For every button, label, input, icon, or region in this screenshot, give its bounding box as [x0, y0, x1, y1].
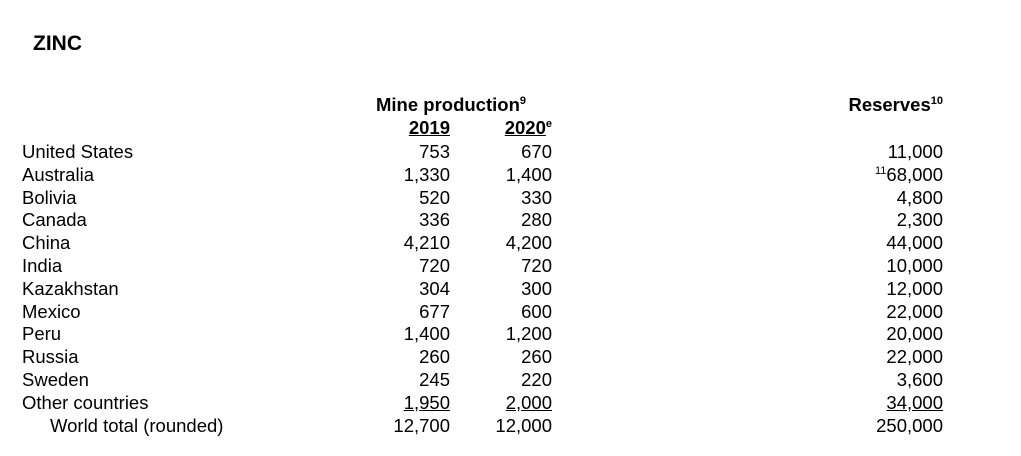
cell: 10,000	[886, 255, 943, 277]
cell: 677	[419, 300, 450, 322]
cell: 720	[419, 255, 450, 276]
country: United States	[22, 141, 134, 162]
cell: 2,000	[505, 391, 552, 413]
value: 34,000	[886, 391, 943, 413]
cell: 245	[419, 369, 450, 390]
country: India	[22, 255, 63, 276]
cell: 280	[521, 209, 552, 231]
cell: 34,000	[886, 392, 943, 414]
cell: 4,210	[403, 232, 450, 254]
value: 2,300	[896, 209, 943, 231]
cell: 220	[521, 369, 552, 390]
value: 68,000	[886, 163, 943, 185]
header-text: Reserves	[848, 94, 931, 115]
country: Peru	[22, 323, 62, 345]
value: 250,000	[876, 414, 943, 436]
title: ZINC	[33, 32, 82, 55]
note: 10	[930, 95, 943, 107]
group-header: Mine production9	[376, 94, 526, 116]
cell: 670	[521, 141, 552, 162]
cell: 260	[521, 346, 552, 368]
value: 22,000	[886, 300, 943, 322]
cell: 1,400	[403, 323, 450, 345]
value: 3,600	[896, 369, 943, 390]
cell: 44,000	[886, 232, 943, 254]
country: Australia	[22, 163, 94, 185]
value: 44,000	[886, 232, 943, 254]
cell: 4,800	[897, 187, 943, 209]
cell: 1,950	[403, 391, 450, 413]
cell: 20,000	[886, 323, 943, 345]
country: Bolivia	[22, 186, 77, 208]
country: Kazakhstan	[22, 277, 119, 299]
value: 22,000	[886, 346, 943, 368]
country: Canada	[22, 209, 87, 231]
note: e	[545, 118, 552, 130]
cell: 720	[521, 255, 552, 276]
cell: 4,200	[505, 232, 552, 254]
col-header: 2019	[408, 117, 450, 138]
note: 9	[519, 95, 526, 107]
cell: 2,300	[897, 209, 943, 231]
cell: 600	[521, 300, 552, 322]
cell: 22,000	[886, 301, 943, 323]
cell: 260	[419, 346, 450, 368]
value: 10,000	[886, 255, 943, 276]
country: Mexico	[22, 300, 81, 322]
cell: 12,700	[393, 414, 450, 436]
header-text: 2020	[504, 117, 546, 138]
header-text: Mine production	[376, 94, 520, 115]
reserves-header: Reserves10	[848, 94, 943, 116]
country: Russia	[22, 346, 79, 368]
value: 12,000	[886, 277, 943, 299]
note: 11	[874, 164, 887, 177]
country: World total (rounded)	[50, 414, 224, 436]
cell: 1,400	[505, 163, 552, 185]
country: Sweden	[22, 369, 89, 390]
cell: 1168,000	[875, 164, 943, 186]
cell: 12,000	[495, 414, 552, 436]
cell: 3,600	[897, 369, 943, 391]
cell: 330	[521, 186, 552, 208]
col-header: 2020e	[505, 117, 552, 139]
value: 11,000	[887, 141, 943, 162]
country: China	[22, 232, 71, 254]
cell: 1,330	[403, 163, 450, 185]
cell: 753	[419, 141, 450, 162]
cell: 300	[521, 277, 552, 299]
cell: 22,000	[886, 346, 943, 368]
cell: 11,000	[888, 141, 943, 163]
cell: 12,000	[886, 278, 943, 300]
country: Other countries	[22, 391, 149, 413]
cell: 1,200	[505, 323, 552, 345]
cell: 520	[419, 186, 450, 208]
value: 4,800	[896, 186, 943, 208]
cell: 250,000	[876, 415, 943, 437]
cell: 304	[419, 277, 450, 299]
value: 20,000	[886, 323, 943, 345]
cell: 336	[419, 209, 450, 231]
